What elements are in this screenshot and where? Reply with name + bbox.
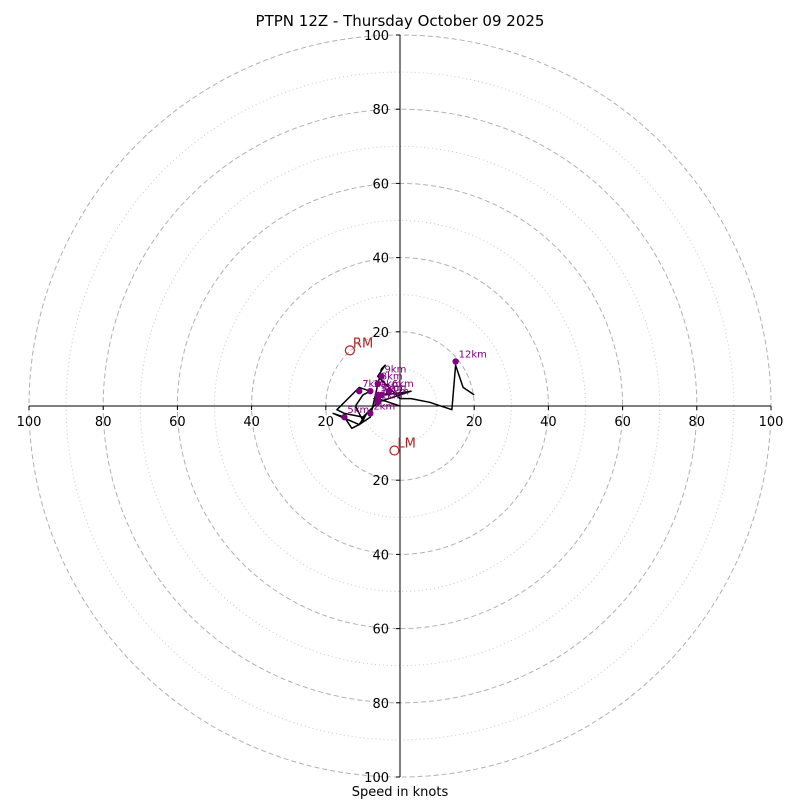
x-tick-label: 60 [614,415,631,430]
height-marker-label: 5km [347,405,369,416]
storm-motion-label: RM [353,336,373,351]
height-marker-10km [367,387,374,395]
y-tick-label: 20 [372,474,389,489]
y-tick-label: 40 [372,548,389,563]
height-marker-5km [341,413,348,421]
height-marker-label: 3km [381,383,403,394]
height-marker-label: 12km [459,349,487,360]
x-tick-label: 40 [243,415,260,430]
storm-motion-rm-marker [344,345,356,356]
height-marker-8km [374,380,381,387]
x-tick-label: 80 [95,415,112,430]
x-tick-label: 20 [318,415,335,430]
height-marker-label: 6km [392,379,414,390]
height-marker-9km [378,373,385,380]
x-tick-label: 100 [759,415,784,430]
storm-motion-markers: RM LM [344,336,416,456]
y-tick-label: 60 [372,623,389,638]
x-tick-label: 20 [466,415,483,430]
y-tick-label: 60 [372,177,389,192]
height-marker-label: 10km [373,379,401,390]
height-marker-6km [385,387,393,395]
height-marker-label: 11km [381,387,409,398]
y-tick-label: 100 [364,29,389,44]
storm-motion-lm-marker [389,445,400,456]
height-marker-2km [367,410,374,417]
height-marker-label: 2km [373,401,395,412]
hodograph-line [332,364,475,430]
y-tick-label: 80 [372,103,389,118]
x-tick-label: 80 [689,415,706,430]
height-marker-label: 7km [362,379,384,390]
height-marker-11km [374,395,381,402]
y-tick-label: 20 [372,326,389,341]
x-tick-label: 60 [169,415,186,430]
height-marker-label: 9km [384,364,406,375]
height-marker-label: 8km [381,372,403,383]
height-marker-12km [452,358,459,365]
x-tick-label: 40 [540,415,557,430]
hodograph-trace [332,364,475,430]
height-marker-7km [355,387,363,395]
tick-labels: 100 80 60 40 20 20 40 60 80 100 100 80 60 40 20 20 40 60 8… [17,29,784,786]
y-tick-label: 40 [372,252,389,267]
x-axis-label: Speed in knots [352,785,449,800]
chart-title: PTPN 12Z - Thursday October 09 2025 [256,12,545,30]
height-marker-label: 4km [384,383,406,394]
height-marker-label: 1km [381,390,403,401]
y-tick-label: 100 [364,771,389,786]
storm-motion-label: LM [397,437,415,452]
x-tick-label: 100 [17,415,42,430]
y-tick-label: 80 [372,697,389,712]
